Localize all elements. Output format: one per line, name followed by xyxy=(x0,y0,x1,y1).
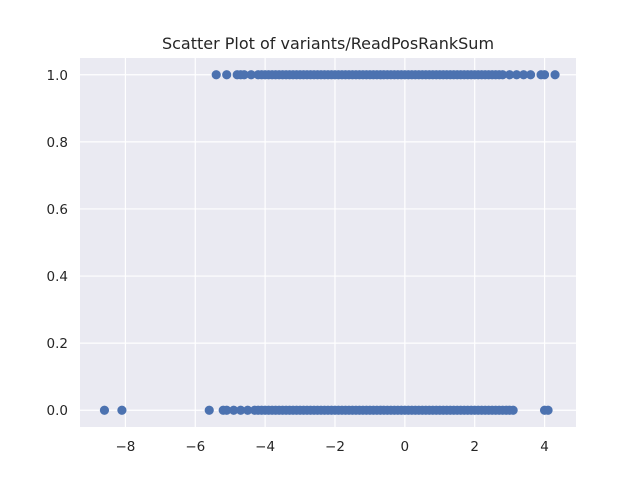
x-tick-label: 2 xyxy=(470,439,479,455)
data-point xyxy=(236,405,246,415)
data-point xyxy=(211,70,221,80)
data-point xyxy=(117,405,127,415)
data-point xyxy=(229,405,239,415)
data-point xyxy=(243,405,253,415)
data-point xyxy=(99,405,110,415)
x-tick-label: −8 xyxy=(115,439,135,455)
data-point xyxy=(508,405,518,415)
y-tick-label: 0.0 xyxy=(47,403,68,419)
chart-title: Scatter Plot of variants/ReadPosRankSum xyxy=(162,34,494,53)
x-tick-label: −2 xyxy=(325,439,345,455)
data-point xyxy=(204,405,214,415)
y-axis-ticks: 0.0 0.2 0.4 0.6 0.8 1.0 xyxy=(47,68,68,419)
data-point xyxy=(222,405,232,415)
plot-area xyxy=(80,58,576,427)
y-tick-label: 1.0 xyxy=(47,68,68,84)
y-tick-label: 0.6 xyxy=(47,202,68,218)
x-tick-label: 4 xyxy=(540,439,549,455)
x-tick-label: −6 xyxy=(185,439,205,455)
data-point xyxy=(550,70,560,80)
y-tick-label: 0.2 xyxy=(47,336,68,352)
data-points xyxy=(99,70,560,415)
data-point xyxy=(498,70,508,80)
x-tick-label: −4 xyxy=(255,439,275,455)
data-point xyxy=(512,70,522,80)
y-tick-label: 0.4 xyxy=(47,269,68,285)
gridlines xyxy=(80,58,576,427)
x-axis-ticks: −8 −6 −4 −2 0 2 4 xyxy=(115,439,548,455)
data-point xyxy=(543,405,553,415)
data-point xyxy=(505,70,515,80)
data-point xyxy=(539,70,550,80)
data-point xyxy=(222,70,232,80)
data-point xyxy=(519,70,529,80)
y-tick-label: 0.8 xyxy=(47,135,68,151)
x-tick-label: 0 xyxy=(401,439,410,455)
data-point xyxy=(239,70,249,80)
data-point xyxy=(246,70,256,80)
data-point xyxy=(525,70,536,80)
